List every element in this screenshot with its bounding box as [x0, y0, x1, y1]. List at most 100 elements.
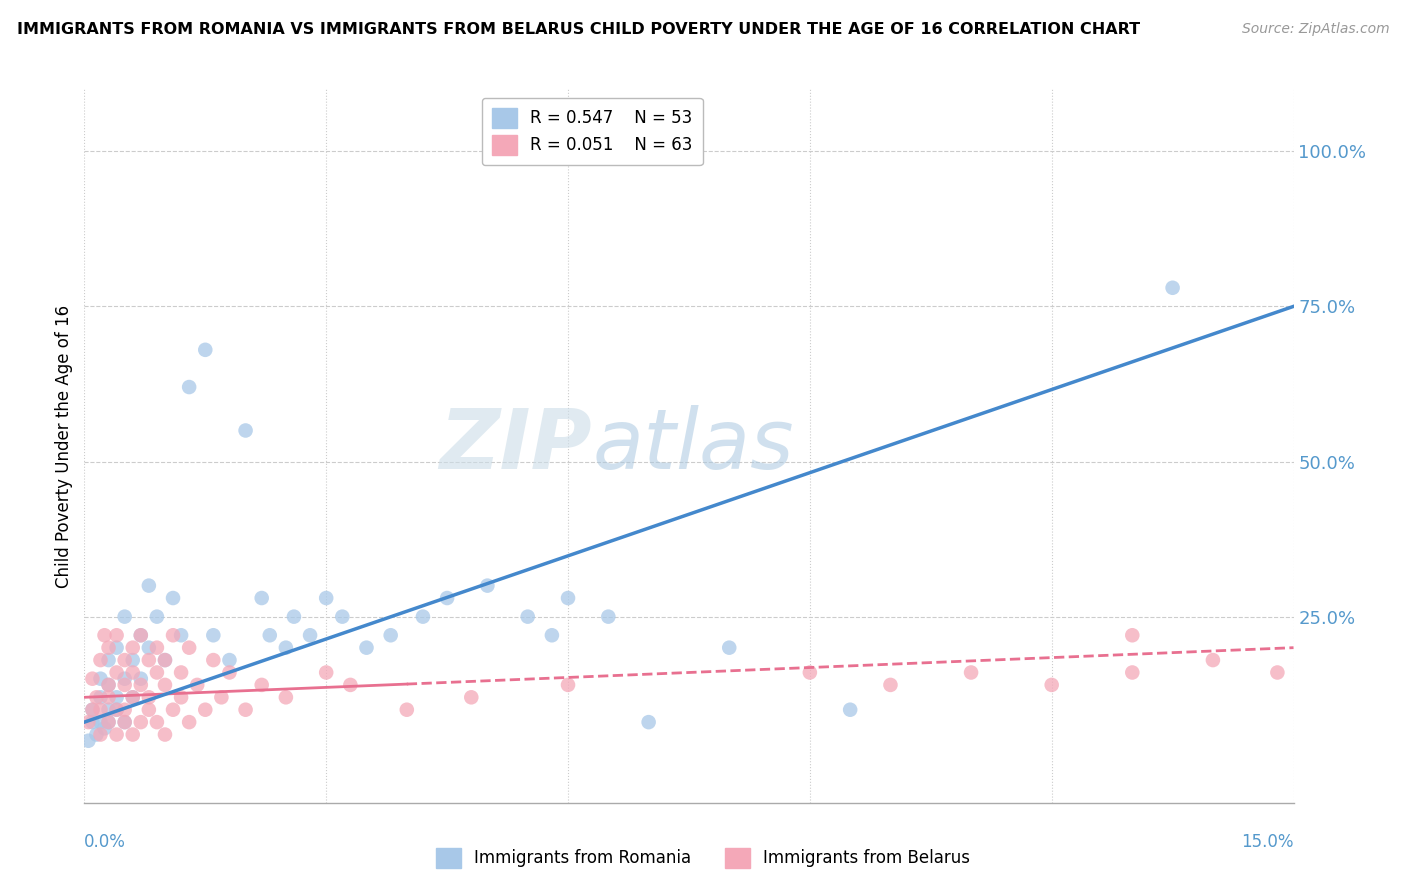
- Point: [283, 609, 305, 624]
- Point: [129, 715, 152, 730]
- Point: [162, 628, 184, 642]
- Point: [89, 653, 111, 667]
- Point: [138, 653, 160, 667]
- Point: [179, 715, 201, 730]
- Point: [93, 722, 115, 736]
- Point: [259, 628, 281, 642]
- Point: [89, 672, 111, 686]
- Point: [93, 628, 115, 642]
- Point: [146, 715, 169, 730]
- Point: [153, 653, 176, 667]
- Point: [86, 727, 108, 741]
- Point: [82, 703, 104, 717]
- Point: [541, 628, 564, 642]
- Text: atlas: atlas: [592, 406, 794, 486]
- Point: [121, 727, 143, 741]
- Point: [1121, 665, 1143, 680]
- Point: [315, 665, 337, 680]
- Point: [557, 678, 579, 692]
- Legend: R = 0.547    N = 53, R = 0.051    N = 63: R = 0.547 N = 53, R = 0.051 N = 63: [482, 97, 703, 165]
- Point: [274, 690, 297, 705]
- Point: [202, 628, 225, 642]
- Point: [105, 727, 128, 741]
- Point: [121, 690, 143, 705]
- Point: [218, 653, 240, 667]
- Point: [598, 609, 620, 624]
- Point: [138, 703, 160, 717]
- Point: [395, 703, 418, 717]
- Point: [114, 678, 136, 692]
- Point: [179, 380, 201, 394]
- Point: [209, 690, 232, 705]
- Point: [274, 640, 297, 655]
- Point: [89, 690, 111, 705]
- Point: [436, 591, 458, 605]
- Point: [129, 672, 152, 686]
- Point: [460, 690, 482, 705]
- Point: [218, 665, 240, 680]
- Point: [138, 640, 160, 655]
- Point: [86, 690, 108, 705]
- Point: [250, 678, 273, 692]
- Point: [194, 703, 217, 717]
- Point: [129, 628, 152, 642]
- Point: [82, 703, 104, 717]
- Point: [250, 591, 273, 605]
- Point: [839, 703, 862, 717]
- Point: [129, 628, 152, 642]
- Point: [121, 665, 143, 680]
- Point: [194, 343, 217, 357]
- Point: [105, 703, 128, 717]
- Point: [89, 715, 111, 730]
- Point: [412, 609, 434, 624]
- Point: [170, 628, 193, 642]
- Point: [105, 690, 128, 705]
- Point: [235, 424, 257, 438]
- Point: [82, 715, 104, 730]
- Point: [105, 665, 128, 680]
- Legend: Immigrants from Romania, Immigrants from Belarus: Immigrants from Romania, Immigrants from…: [429, 841, 977, 875]
- Point: [315, 591, 337, 605]
- Point: [477, 579, 499, 593]
- Text: 15.0%: 15.0%: [1241, 833, 1294, 851]
- Point: [97, 678, 120, 692]
- Point: [121, 653, 143, 667]
- Point: [114, 653, 136, 667]
- Point: [146, 609, 169, 624]
- Text: Source: ZipAtlas.com: Source: ZipAtlas.com: [1241, 22, 1389, 37]
- Point: [82, 672, 104, 686]
- Point: [1267, 665, 1289, 680]
- Point: [97, 715, 120, 730]
- Point: [105, 703, 128, 717]
- Point: [77, 715, 100, 730]
- Point: [114, 715, 136, 730]
- Point: [162, 591, 184, 605]
- Point: [105, 640, 128, 655]
- Point: [186, 678, 208, 692]
- Point: [97, 690, 120, 705]
- Point: [339, 678, 361, 692]
- Text: IMMIGRANTS FROM ROMANIA VS IMMIGRANTS FROM BELARUS CHILD POVERTY UNDER THE AGE O: IMMIGRANTS FROM ROMANIA VS IMMIGRANTS FR…: [17, 22, 1140, 37]
- Point: [97, 640, 120, 655]
- Point: [170, 690, 193, 705]
- Point: [235, 703, 257, 717]
- Y-axis label: Child Poverty Under the Age of 16: Child Poverty Under the Age of 16: [55, 304, 73, 588]
- Point: [799, 665, 821, 680]
- Point: [960, 665, 983, 680]
- Point: [202, 653, 225, 667]
- Point: [179, 640, 201, 655]
- Point: [89, 703, 111, 717]
- Point: [162, 703, 184, 717]
- Point: [1161, 281, 1184, 295]
- Point: [170, 665, 193, 680]
- Point: [356, 640, 378, 655]
- Point: [105, 628, 128, 642]
- Point: [718, 640, 741, 655]
- Point: [138, 579, 160, 593]
- Point: [114, 715, 136, 730]
- Point: [153, 678, 176, 692]
- Point: [299, 628, 322, 642]
- Point: [89, 727, 111, 741]
- Point: [77, 733, 100, 747]
- Point: [97, 678, 120, 692]
